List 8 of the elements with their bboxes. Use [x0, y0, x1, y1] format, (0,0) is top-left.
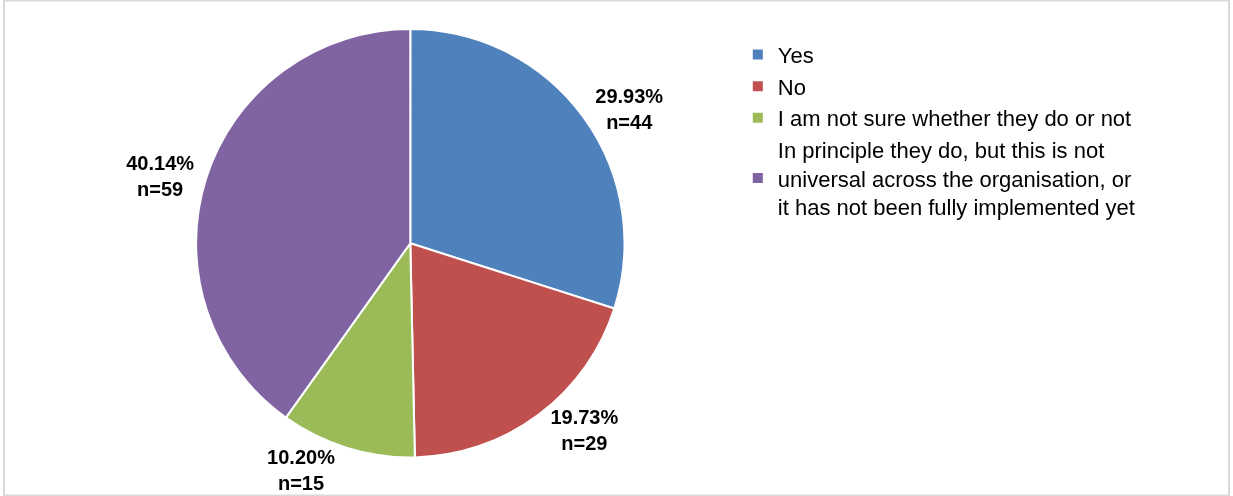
legend-label: In principle they do, but this is not universal across the organisation, or it has not been fully implemented yet	[777, 137, 1135, 221]
data-label: 19.73% n=29	[550, 406, 619, 455]
data-label: 29.93% n=44	[595, 84, 664, 133]
legend-label: No	[777, 74, 806, 100]
data-label: 40.14% n=59	[126, 151, 195, 200]
data-label: 10.20% n=15	[267, 445, 336, 494]
legend-label: I am not sure whether they do or not	[777, 106, 1132, 132]
legend-label: Yes	[777, 43, 814, 69]
